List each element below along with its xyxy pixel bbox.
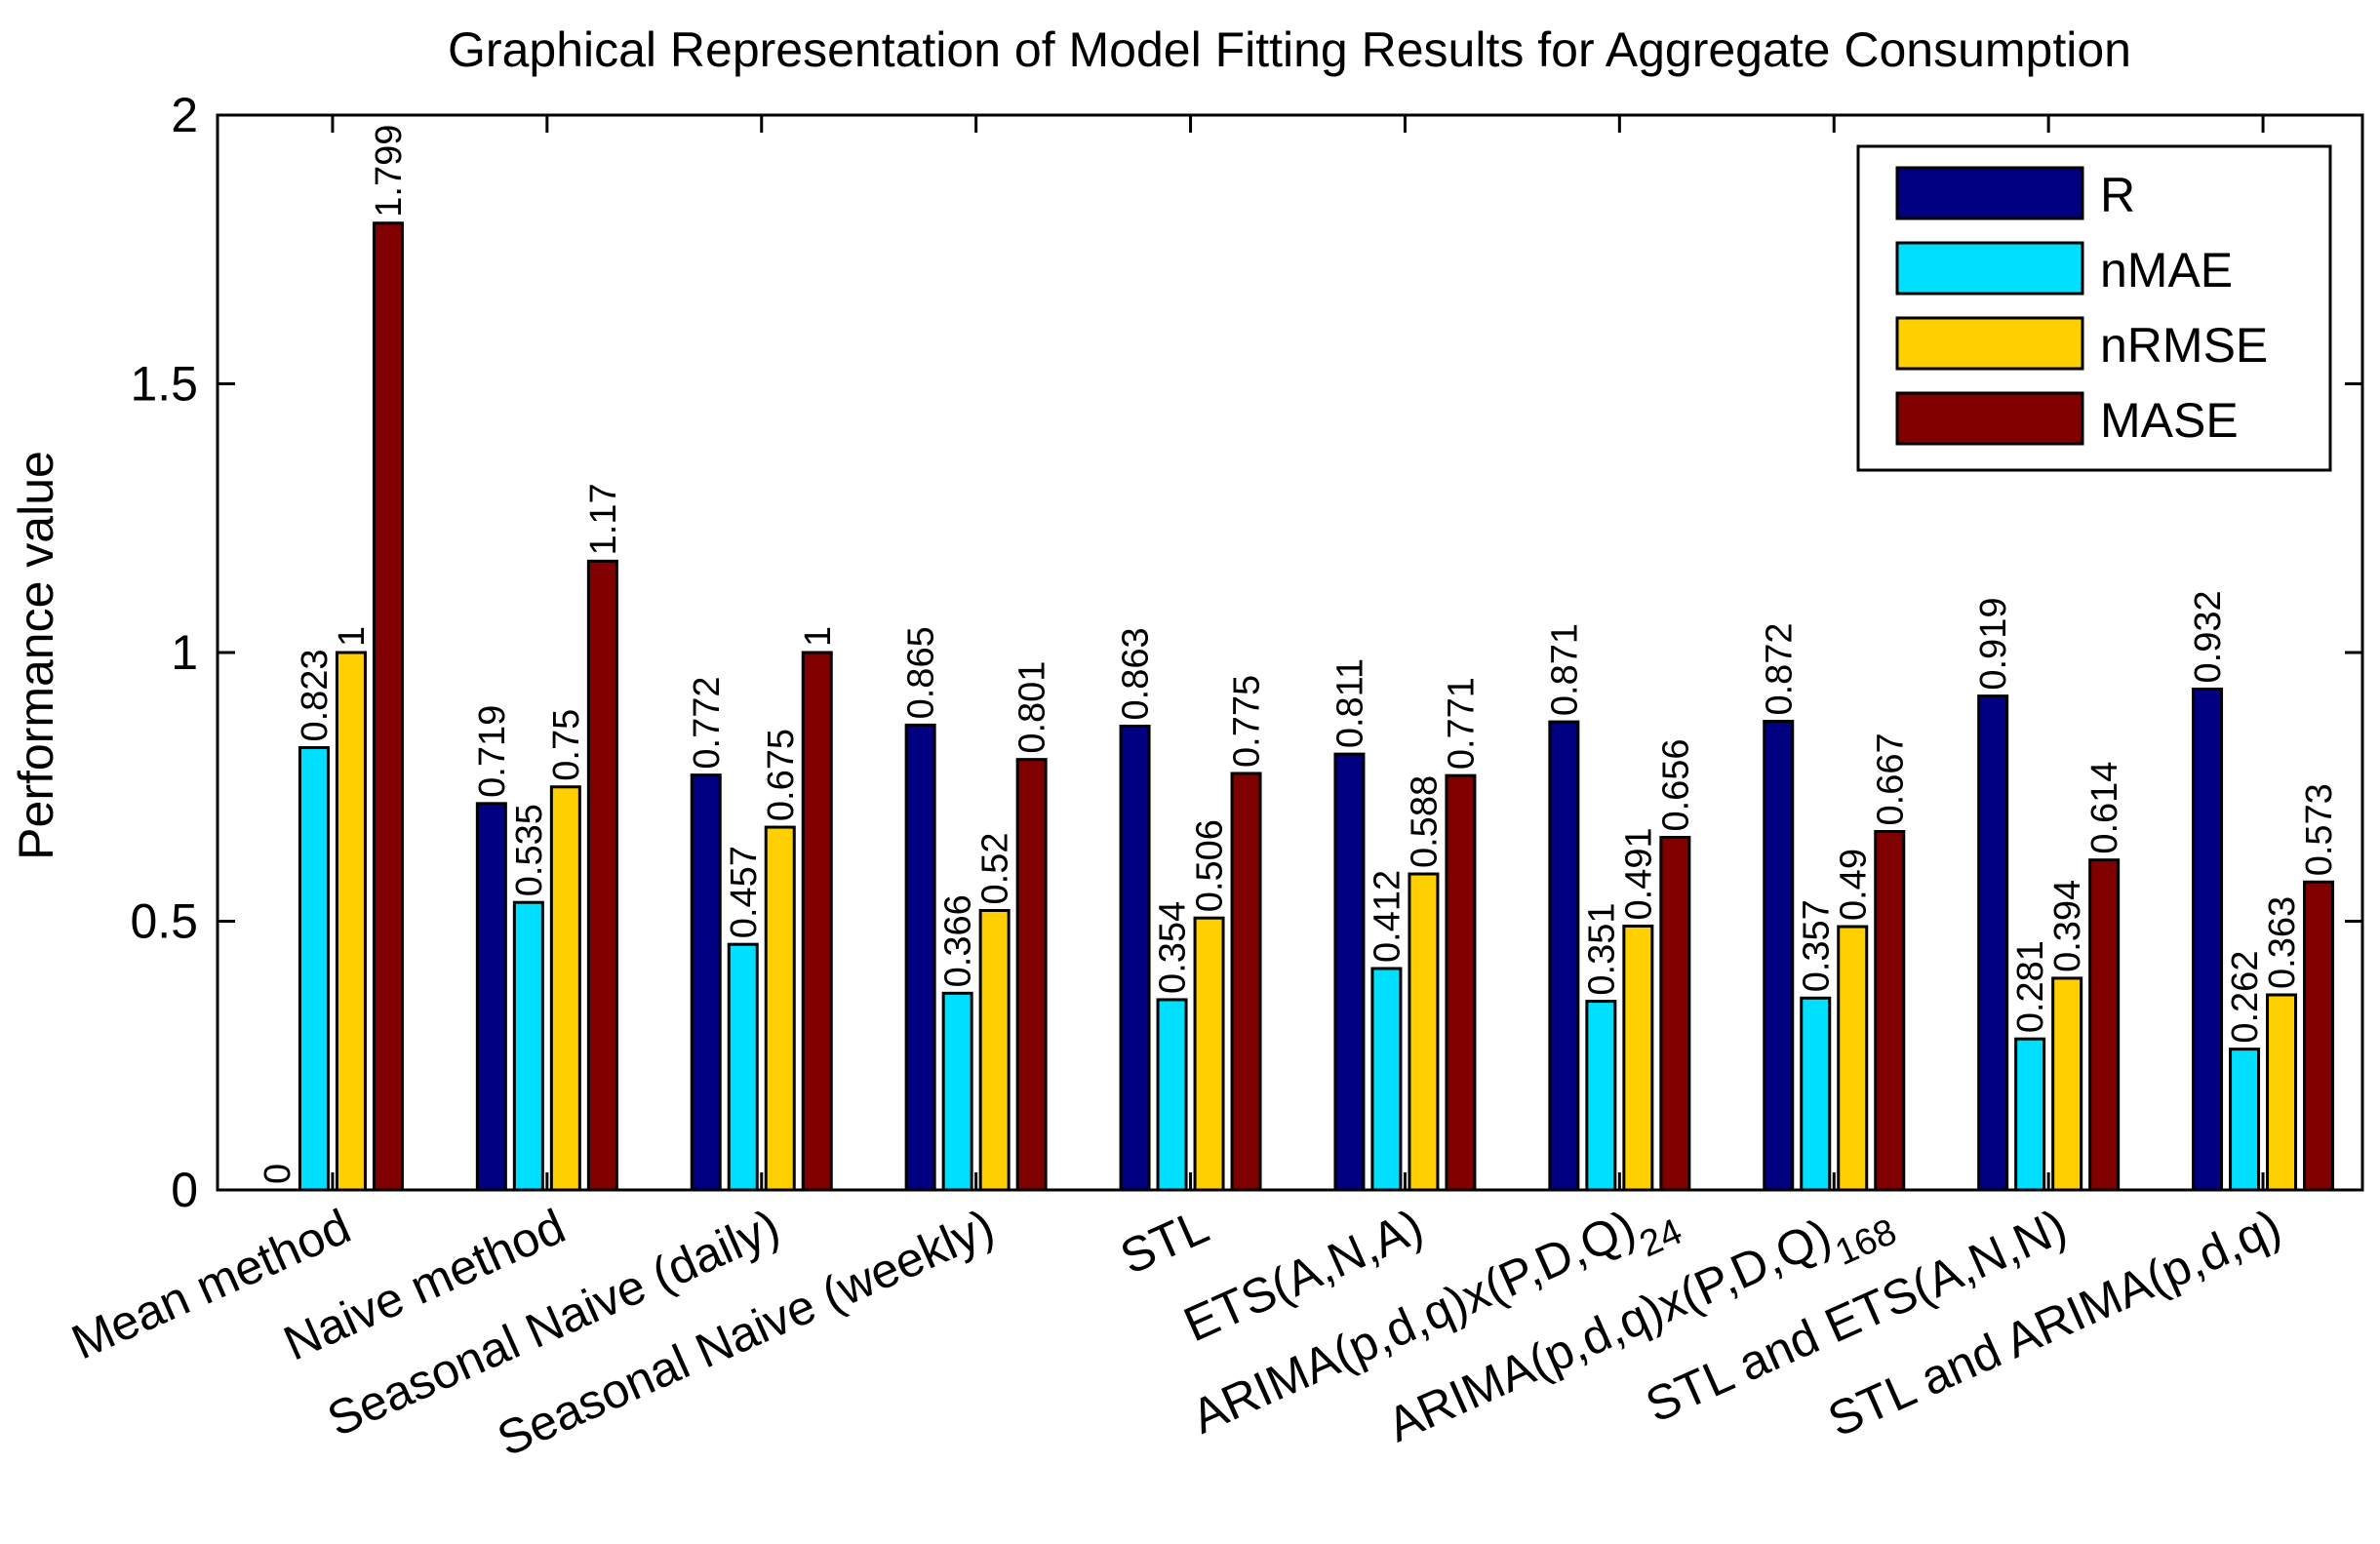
bar-r: [475, 802, 507, 1192]
value-label: 0.771: [1441, 677, 1482, 770]
value-label: 0.588: [1404, 775, 1445, 868]
value-label: 0.801: [1012, 661, 1053, 754]
bar-mase: [1230, 772, 1262, 1192]
bar-r: [690, 773, 722, 1192]
bar-nmae: [2229, 1048, 2261, 1192]
bar-nrmse: [2266, 993, 2298, 1192]
value-label: 1.17: [583, 483, 624, 555]
value-label: 0.614: [2084, 762, 2125, 854]
value-label: 0.357: [1796, 899, 1837, 992]
bar-nrmse: [2051, 976, 2083, 1192]
bar-nmae: [1800, 996, 1832, 1192]
legend-swatch-r: [1895, 166, 2084, 220]
y-tick-label: 0.5: [130, 894, 198, 949]
bar-nmae: [727, 942, 759, 1192]
legend-swatch-nrmse: [1895, 316, 2084, 371]
value-label: 0.354: [1153, 901, 1194, 994]
value-label: 0.262: [2225, 951, 2266, 1044]
value-label: 0.573: [2299, 783, 2340, 876]
value-label: 0.775: [1227, 675, 1268, 768]
bar-mase: [2303, 880, 2335, 1192]
value-label: 0.865: [901, 626, 942, 719]
legend-label: R: [2100, 168, 2135, 222]
y-tick-label: 1: [171, 625, 198, 680]
bar-r: [1333, 752, 1366, 1192]
value-label: 0.281: [2010, 940, 2051, 1033]
value-label: 0.363: [2262, 896, 2303, 989]
value-label: 0.49: [1833, 849, 1874, 921]
value-label: 0.366: [938, 894, 979, 987]
value-label: 0.772: [687, 677, 728, 770]
value-label: 1: [332, 626, 373, 647]
bar-mase: [801, 651, 833, 1192]
bar-mase: [1015, 758, 1048, 1192]
bar-nrmse: [335, 651, 367, 1192]
bar-r: [1548, 720, 1580, 1192]
bar-nmae: [512, 900, 544, 1192]
y-axis-label: Performance value: [9, 451, 63, 860]
y-tick-label: 1.5: [130, 357, 198, 412]
bar-r: [1977, 694, 2009, 1192]
legend-label: nRMSE: [2100, 318, 2268, 373]
value-label: 0: [258, 1164, 298, 1184]
value-label: 0.351: [1581, 903, 1622, 996]
value-label: 0.457: [724, 846, 765, 938]
bar-nmae: [2014, 1037, 2046, 1192]
bar-nmae: [298, 746, 330, 1192]
bar-mase: [1445, 773, 1477, 1192]
legend-swatch-nmae: [1895, 241, 2084, 296]
value-label: 0.675: [761, 729, 802, 821]
bar-nrmse: [1408, 872, 1440, 1192]
bar-nmae: [941, 991, 973, 1192]
value-label: 0.871: [1544, 623, 1585, 716]
bar-nrmse: [1193, 916, 1225, 1192]
legend-swatch-mase: [1895, 391, 2084, 446]
chart-title: Graphical Representation of Model Fittin…: [448, 22, 2131, 77]
value-label: 0.52: [975, 833, 1016, 905]
bar-nmae: [1585, 1000, 1617, 1192]
legend-label: nMAE: [2100, 243, 2233, 297]
bar-nmae: [1156, 998, 1188, 1192]
y-tick-label: 0: [171, 1163, 198, 1217]
value-label: 0.811: [1329, 658, 1370, 748]
bar-mase: [1874, 829, 1906, 1192]
value-label: 0.412: [1367, 870, 1408, 963]
bar-mase: [1659, 836, 1691, 1192]
value-label: 1.799: [369, 125, 410, 218]
value-label: 1: [798, 626, 839, 647]
value-label: 0.75: [546, 709, 587, 781]
value-label: 0.719: [472, 705, 513, 798]
value-label: 0.823: [295, 649, 336, 741]
bar-mase: [586, 559, 618, 1192]
bar-r: [1763, 720, 1795, 1192]
bar-nrmse: [549, 785, 581, 1192]
value-label: 0.394: [2047, 880, 2088, 972]
bar-nrmse: [1622, 924, 1654, 1192]
bar-mase: [372, 221, 404, 1192]
bar-r: [904, 723, 936, 1192]
bar-nrmse: [764, 825, 796, 1192]
bar-r: [1119, 724, 1151, 1192]
bar-nrmse: [1837, 925, 1869, 1192]
bar-nrmse: [978, 908, 1011, 1192]
value-label: 0.491: [1618, 827, 1659, 920]
value-label: 0.506: [1190, 819, 1231, 912]
value-label: 0.919: [1973, 598, 2014, 691]
value-label: 0.932: [2188, 590, 2229, 683]
y-tick-label: 2: [171, 88, 198, 142]
value-label: 0.667: [1870, 732, 1911, 825]
bar-r: [2192, 687, 2224, 1192]
legend-label: MASE: [2100, 393, 2239, 448]
value-label: 0.656: [1655, 738, 1696, 831]
bar-mase: [2088, 858, 2121, 1192]
bar-nmae: [1370, 967, 1403, 1192]
value-label: 0.863: [1116, 627, 1157, 720]
value-label: 0.872: [1759, 622, 1800, 715]
value-label: 0.535: [509, 804, 550, 896]
